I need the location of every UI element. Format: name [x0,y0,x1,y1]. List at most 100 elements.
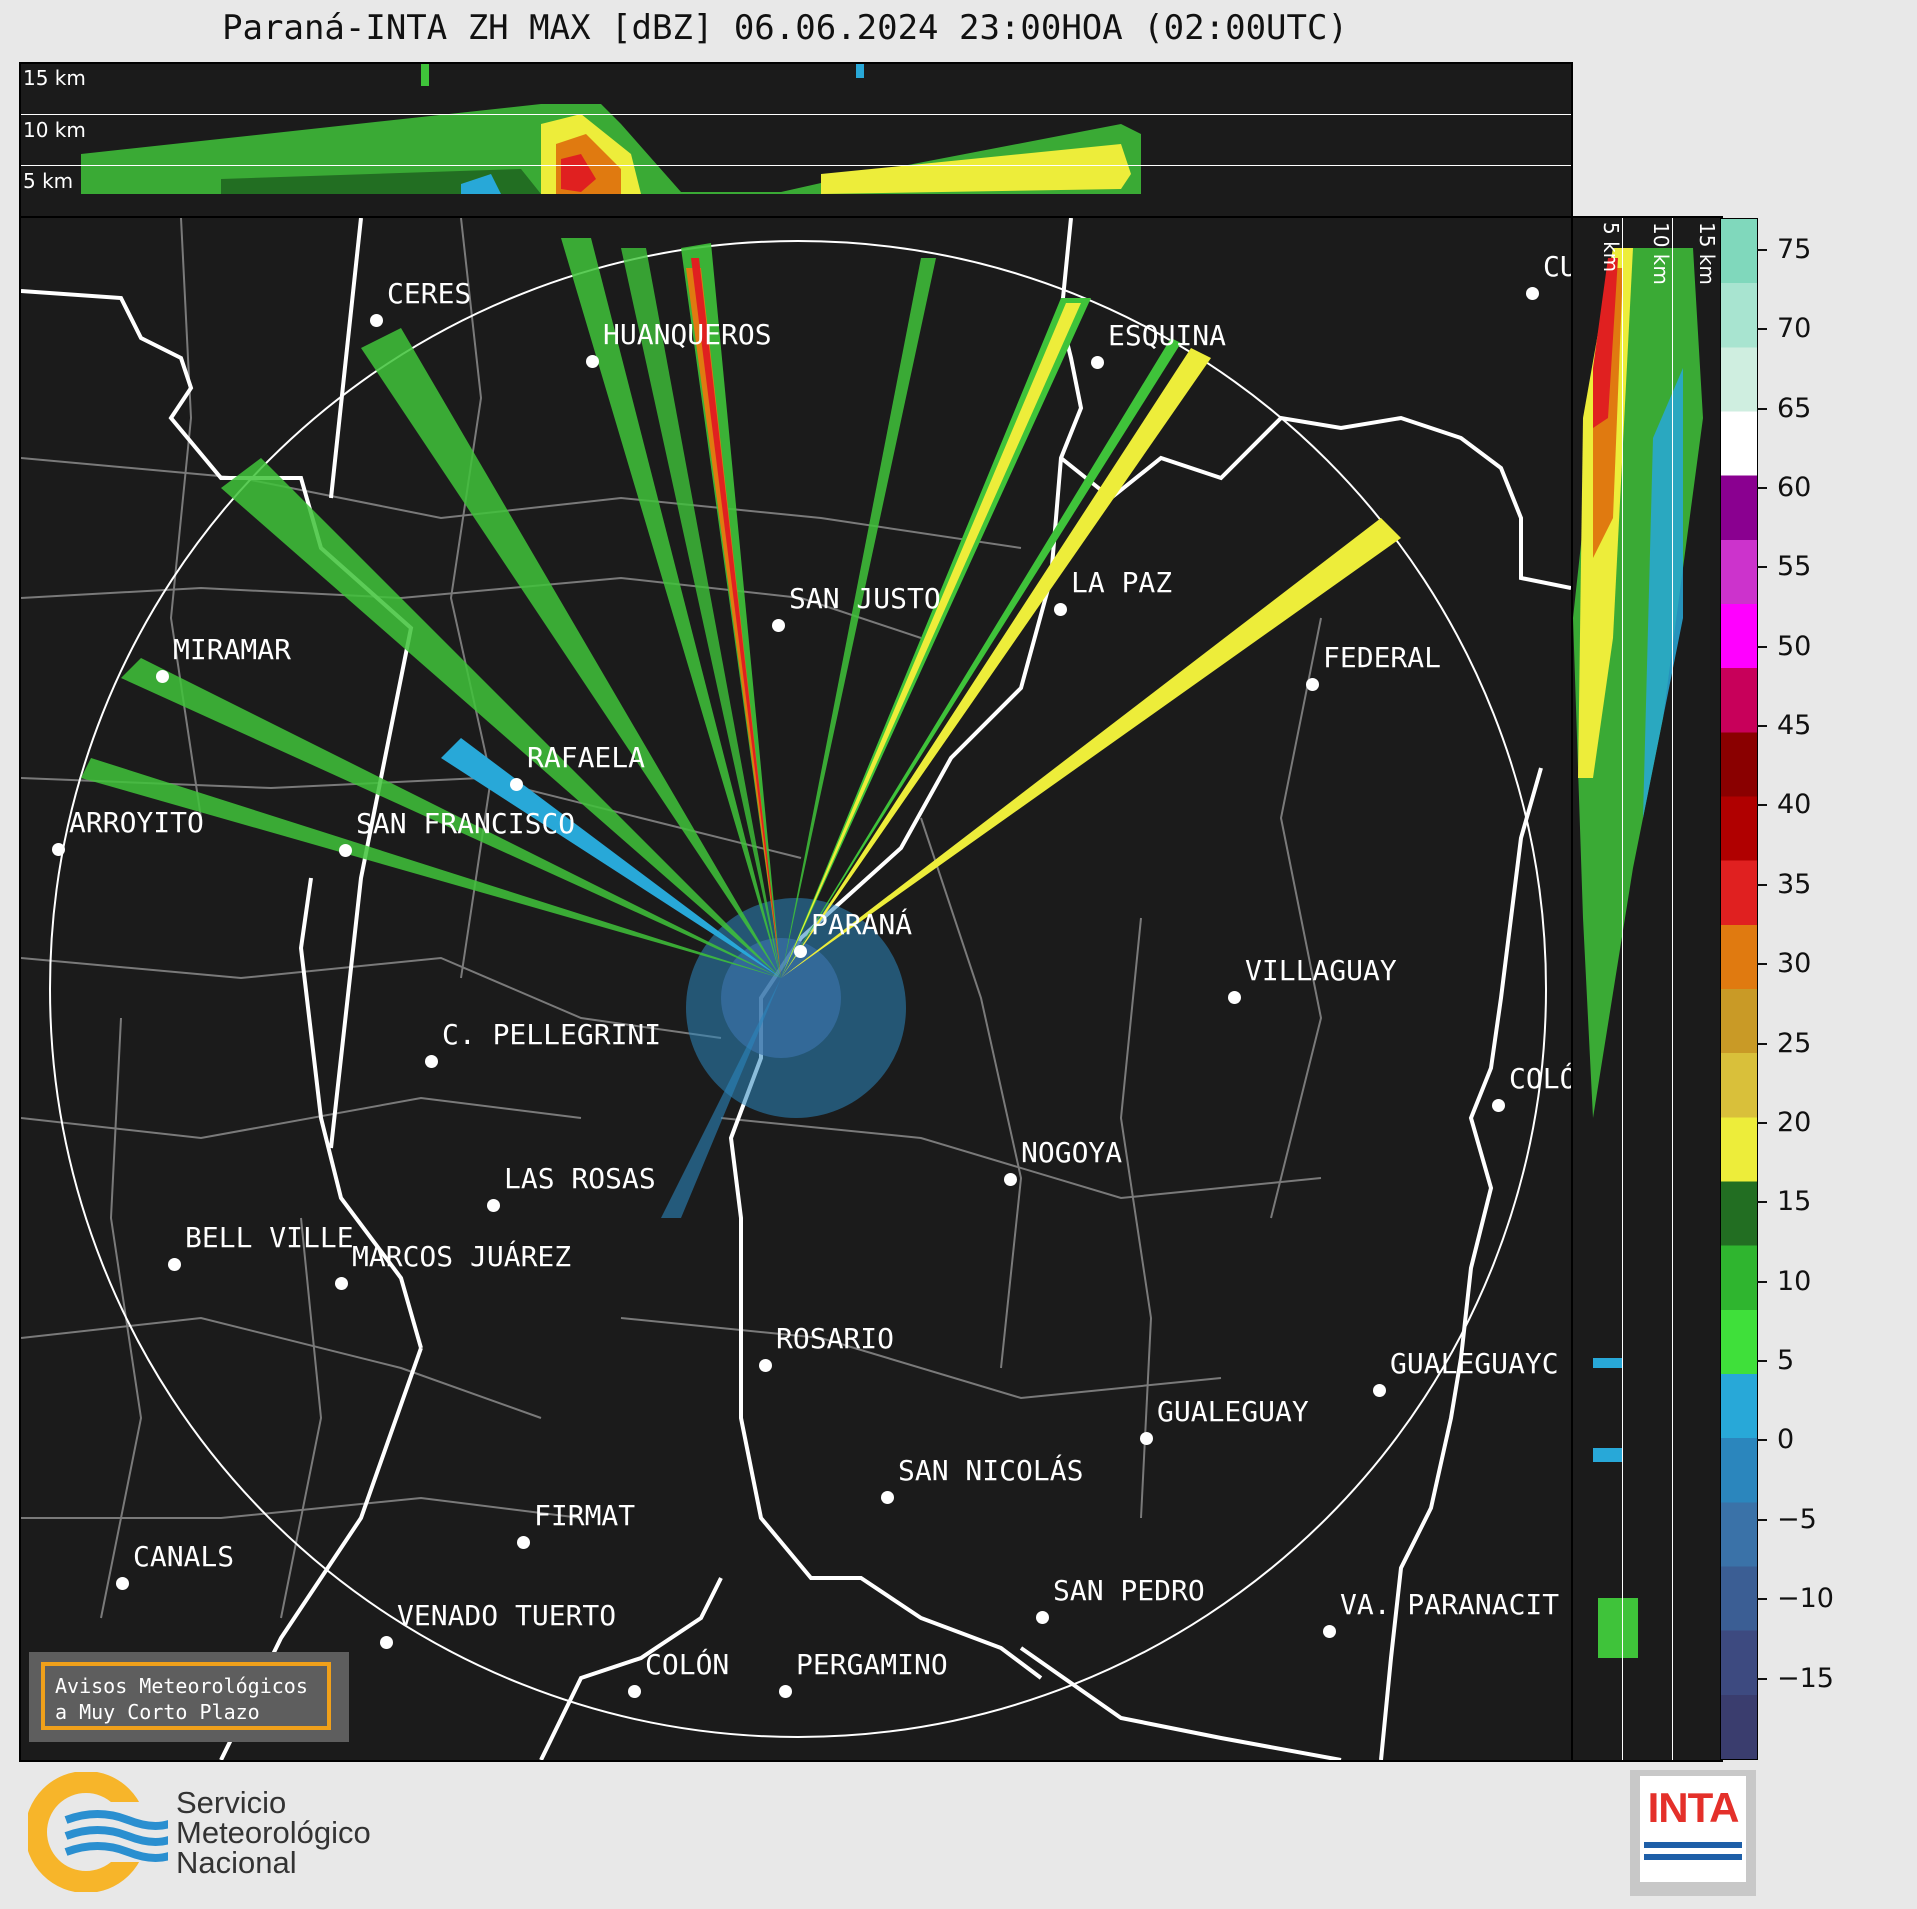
city-label: PERGAMINO [796,1648,948,1681]
smn-line3: Nacional [176,1845,297,1880]
city-dot [1526,287,1539,300]
city-label: FEDERAL [1323,641,1442,674]
smn-line2: Meteorológico [176,1815,371,1850]
tick-label: 50 [1777,630,1812,662]
city-label: CANALS [133,1540,235,1573]
tick-label: 70 [1777,313,1812,345]
city-label: FIRMAT [534,1499,636,1532]
city-dot [380,1636,393,1649]
map-title: Paraná-INTA ZH MAX [dBZ] 06.06.2024 23:0… [222,8,1348,48]
tick-mark [1757,963,1767,966]
range-ring [49,240,1547,1738]
cross-section-right: 5 km 10 km 15 km [1571,216,1723,1762]
radar-map: CERES HUANQUEROS ESQUINA CU LA PAZ SAN J… [19,216,1573,1762]
city-dot [510,778,523,791]
tick-label: 60 [1777,471,1812,503]
city-label: CU [1543,250,1571,283]
city-dot [339,844,352,857]
city-dot [772,619,785,632]
tick-mark [1757,1598,1767,1601]
city-label: VENADO TUERTO [397,1599,617,1632]
city-dot [794,945,807,958]
city-label: SAN JUSTO [789,582,941,615]
tick-mark [1757,1360,1767,1363]
city-label: SAN FRANCISCO [356,807,576,840]
city-label: PARANÁ [811,908,913,941]
tick-mark [1757,645,1767,648]
city-label: COLÓN [645,1648,730,1681]
city-label: SAN NICOLÁS [898,1454,1084,1487]
tick-label: 25 [1777,1027,1812,1059]
avisos-badge[interactable]: Avisos Meteorológicos a Muy Corto Plazo [29,1652,349,1742]
city-dot [425,1055,438,1068]
tick-mark [1757,1121,1767,1124]
city-dot [881,1491,894,1504]
tick-label: 10 [1777,1265,1812,1297]
city-dot [370,314,383,327]
colorbar-ticks: 75 70 65 60 55 50 45 40 35 30 25 20 15 10 5 0 −5 −10 −15 [1757,218,1857,1758]
department-borders [21,218,1323,1619]
tick-mark [1757,248,1767,251]
tick-label: 35 [1777,868,1812,900]
tick-label: 0 [1777,1424,1795,1456]
city-label: GUALEGUAY [1157,1395,1309,1428]
city-label: CERES [387,277,472,310]
city-label: NOGOYA [1021,1136,1123,1169]
city-dot [487,1199,500,1212]
city-label: MIRAMAR [173,633,292,666]
avisos-line2: a Muy Corto Plazo [55,1700,260,1724]
avisos-line1: Avisos Meteorológicos [55,1674,308,1698]
city-label: BELL VILLE [185,1221,354,1254]
city-dot [1054,603,1067,616]
tick-mark [1757,1280,1767,1283]
avisos-box[interactable]: Avisos Meteorológicos a Muy Corto Plazo [41,1662,331,1730]
city-dot [1323,1625,1336,1638]
tick-mark [1757,486,1767,489]
city-dot [1004,1173,1017,1186]
inta-logo-text: INTA [1647,1784,1740,1831]
city-dot [168,1258,181,1271]
smn-line1: Servicio [176,1785,287,1820]
inta-logo: INTA [1630,1770,1756,1896]
tick-label: −15 [1777,1662,1834,1694]
tick-label: 75 [1777,233,1812,265]
city-label: RAFAELA [527,741,646,774]
tick-label: 30 [1777,948,1812,980]
city-dot [1228,991,1241,1004]
tick-mark [1757,1201,1767,1204]
height-label-15km-right: 15 km [1695,222,1719,285]
tick-label: 15 [1777,1186,1812,1218]
city-label: MARCOS JUÁREZ [352,1240,572,1273]
city-dot [779,1685,792,1698]
city-dot [759,1359,772,1372]
city-label: COLÓ [1509,1062,1573,1095]
city-dot [628,1685,641,1698]
tick-mark [1757,725,1767,728]
tick-label: 40 [1777,789,1812,821]
city-dot [335,1277,348,1290]
radar-echoes [81,238,1401,1218]
city-label: VA. PARANACIT [1340,1588,1560,1621]
city-label: ARROYITO [69,806,204,839]
city-dot [116,1577,129,1590]
tick-mark [1757,1677,1767,1680]
height-label-15km: 15 km [23,66,86,90]
city-dot [517,1536,530,1549]
city-label: GUALEGUAYC [1390,1347,1559,1380]
city-label: HUANQUEROS [603,318,772,351]
smn-logo: Servicio Meteorológico Nacional [28,1772,448,1892]
tick-label: 45 [1777,710,1812,742]
city-dot [52,843,65,856]
city-dot [1036,1611,1049,1624]
tick-label: 5 [1777,1345,1795,1377]
city-dot [1492,1099,1505,1112]
tick-label: 65 [1777,392,1812,424]
tick-label: −10 [1777,1583,1834,1615]
tick-label: −5 [1777,1503,1817,1535]
city-label: ROSARIO [776,1322,895,1355]
height-label-5km-right: 5 km [1599,222,1623,273]
city-dot [156,670,169,683]
right-echo-profile [1573,248,1703,1658]
city-label: C. PELLEGRINI [442,1018,662,1051]
height-label-10km-right: 10 km [1649,222,1673,285]
